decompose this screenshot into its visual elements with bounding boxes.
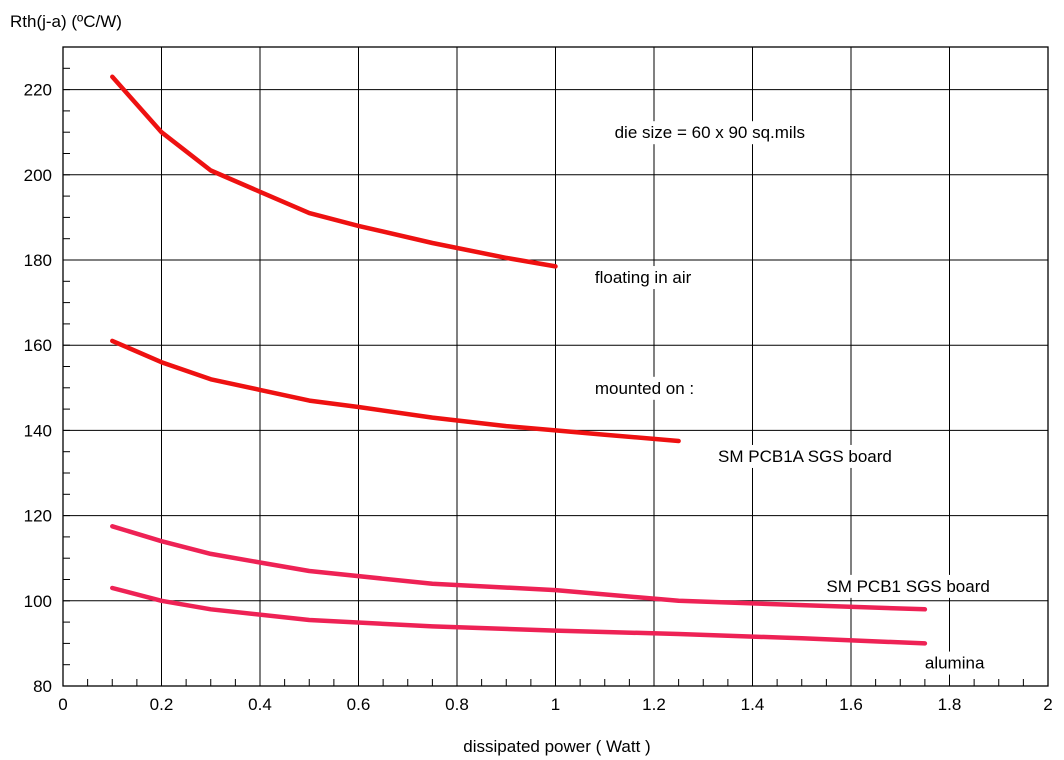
x-tick-labels: 0 0.2 0.4 0.6 0.8 1 1.2 1.4 1.6 1.8 2 [58,695,1052,714]
x-axis-title: dissipated power ( Watt ) [463,737,650,756]
x-tick-label: 0.6 [347,695,371,714]
series-lines [110,74,928,646]
annotation-text: SM PCB1 SGS board [826,577,989,596]
y-tick-label: 80 [33,677,52,696]
series-line [110,524,928,612]
y-tick-label: 100 [24,592,52,611]
annotation-background [823,574,993,598]
y-tick-label: 220 [24,81,52,100]
x-tick-label: 1.8 [938,695,962,714]
y-tick-label: 140 [24,421,52,440]
annotation: SM PCB1 SGS board [823,574,993,598]
annotation: die size = 60 x 90 sq.mils [611,121,809,145]
series-line [110,74,558,269]
annotations: die size = 60 x 90 sq.mils floating in ai… [591,121,993,675]
plot-frame [62,46,1049,687]
annotation-background [715,444,895,468]
x-tick-label: 1.2 [642,695,666,714]
annotation: SM PCB1A SGS board [715,444,895,468]
annotation-background [591,266,695,290]
annotation-text: die size = 60 x 90 sq.mils [615,123,805,142]
annotation-text: alumina [925,654,985,673]
x-tick-label: 0 [58,695,67,714]
y-tick-labels: 80 100 120 140 160 180 200 220 [24,81,52,696]
y-tick-label: 200 [24,166,52,185]
x-tick-label: 1.6 [839,695,863,714]
x-tick-label: 1.4 [741,695,765,714]
x-tick-label: 0.8 [445,695,469,714]
annotation-background [591,376,698,400]
annotation: floating in air [591,266,695,290]
x-tick-label: 0.2 [150,695,174,714]
annotation-text: SM PCB1A SGS board [718,447,892,466]
annotation-text: mounted on : [595,379,694,398]
x-tick-label: 1 [551,695,560,714]
y-tick-label: 160 [24,336,52,355]
series-line [110,338,681,444]
y-tick-label: 120 [24,507,52,526]
annotation-text: floating in air [595,268,692,287]
y-axis-title: Rth(j-a) (ºC/W) [10,12,122,31]
series-line [110,585,928,646]
x-tick-label: 2 [1043,695,1052,714]
annotation: mounted on : [591,376,698,400]
y-tick-label: 180 [24,251,52,270]
annotation-background [611,121,809,145]
annotation-background [921,651,988,675]
annotation: alumina [921,651,988,675]
x-tick-label: 0.4 [248,695,272,714]
